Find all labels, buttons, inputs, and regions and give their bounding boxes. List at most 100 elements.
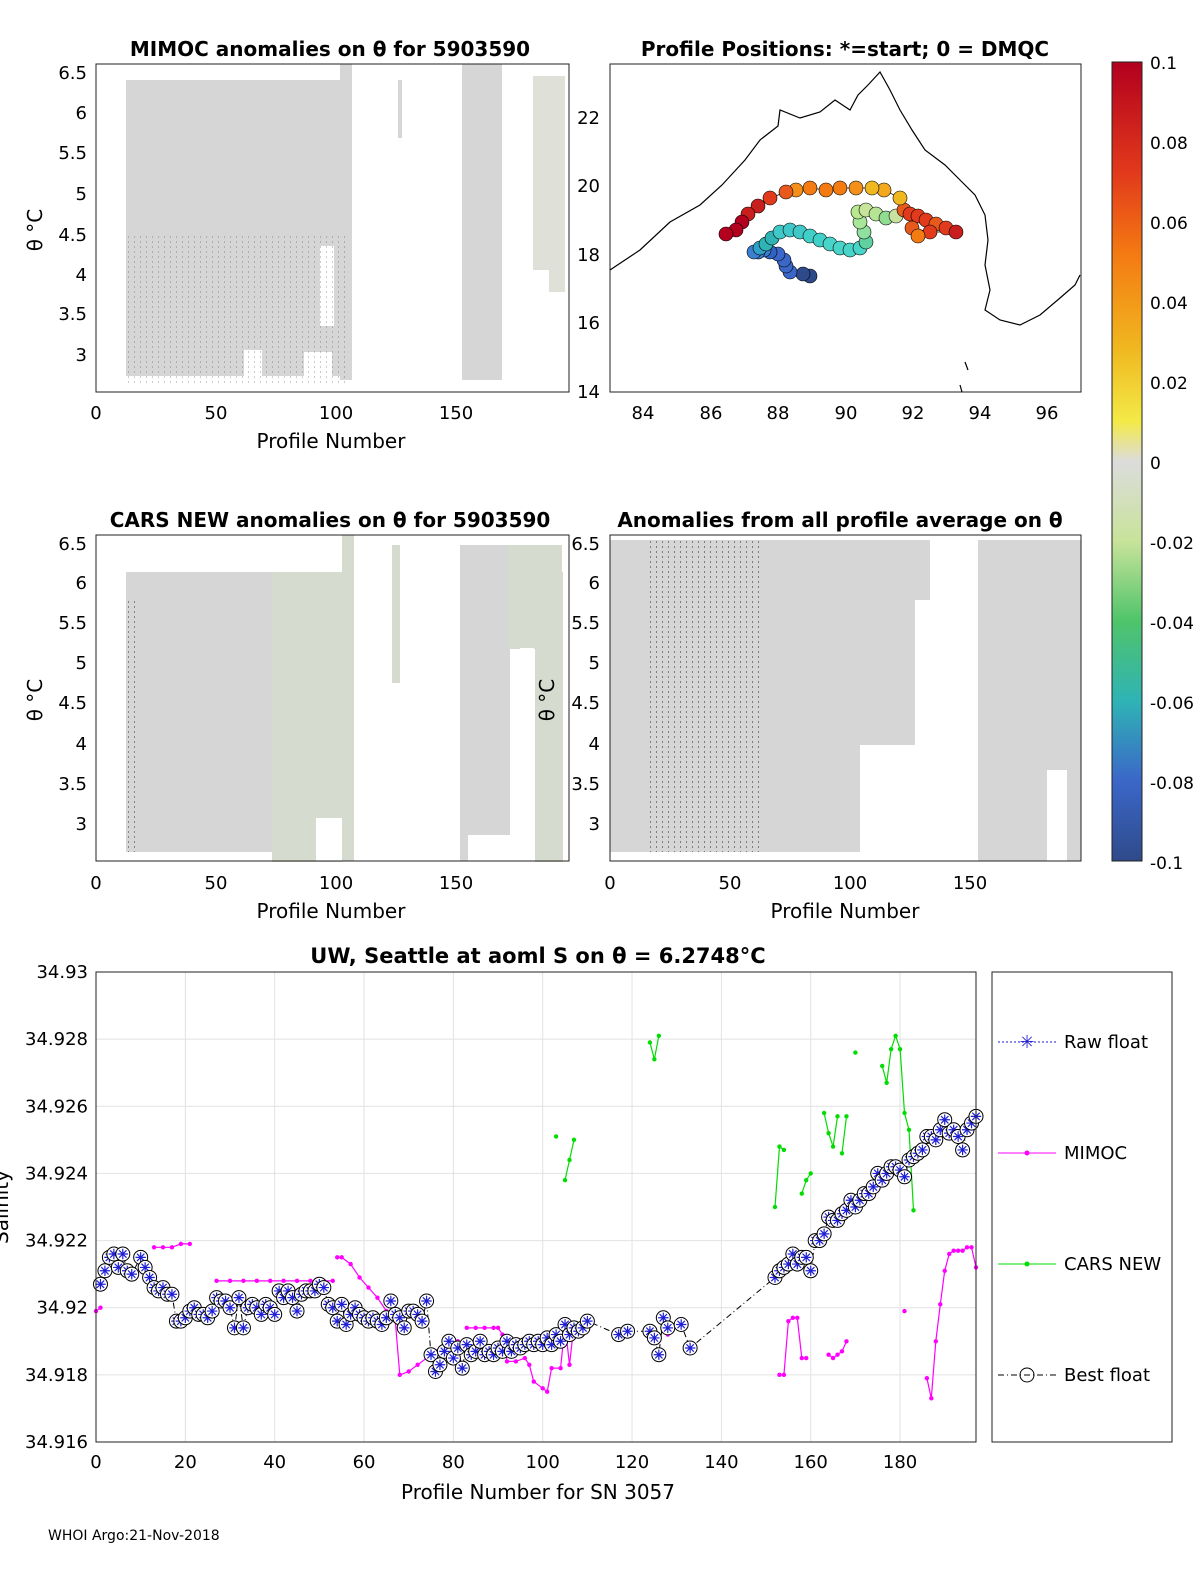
mimoc-point [964, 1245, 970, 1250]
mimoc-point [955, 1248, 961, 1253]
profile-position [876, 182, 892, 198]
salinity-title: UW, Seattle at aoml S on θ = 6.2748°C [310, 944, 765, 968]
raw-float-marker [644, 1326, 656, 1337]
legend-mimoc: MIMOC [998, 1143, 1127, 1164]
cars-panel: CARS NEW anomalies on θ for 5903590 6.5 … [23, 508, 570, 923]
mimoc-point [187, 1241, 193, 1247]
raw-float-marker [546, 1339, 557, 1350]
float-point [937, 1112, 953, 1128]
cars-point [567, 1157, 572, 1163]
raw-float-marker [452, 1342, 464, 1354]
y-tick-label: 34.916 [25, 1432, 88, 1453]
svg-text:0.1: 0.1 [1150, 54, 1177, 74]
float-point [222, 1300, 238, 1316]
cars-point [902, 1110, 907, 1116]
svg-text:100: 100 [319, 403, 353, 424]
mimoc-point [804, 1355, 809, 1361]
y-tick-label: 34.924 [25, 1163, 88, 1184]
mimoc-point [799, 1355, 804, 1361]
mimoc-point [151, 1245, 157, 1250]
legend-box [991, 971, 1173, 1443]
avg-panel: Anomalies from all profile average on θ … [535, 508, 1082, 923]
svg-text:5.5: 5.5 [58, 143, 87, 164]
avg-gaps [860, 540, 1067, 861]
raw-float-marker [792, 1258, 803, 1270]
cars-point [772, 1204, 778, 1210]
raw-float-marker [282, 1285, 294, 1297]
raw-float-marker [662, 1322, 673, 1334]
svg-text:0: 0 [1150, 454, 1161, 474]
raw-float-marker [394, 1312, 405, 1323]
raw-float-marker [327, 1302, 338, 1313]
raw-float-marker [474, 1336, 486, 1347]
cars-gaps [96, 535, 534, 861]
cars-point [835, 1114, 840, 1119]
svg-text:-0.04: -0.04 [1150, 614, 1194, 634]
mimoc-point [844, 1339, 849, 1344]
svg-text:0: 0 [604, 873, 615, 894]
float-point [115, 1246, 131, 1262]
positions-title: Profile Positions: *=start; 0 = DMQC [641, 37, 1049, 61]
svg-text:92: 92 [902, 403, 925, 424]
x-tick-label: 20 [174, 1452, 197, 1473]
mimoc-point [924, 1376, 930, 1381]
raw-float-marker [229, 1322, 240, 1334]
raw-float-marker [537, 1339, 548, 1350]
mimoc-title: MIMOC anomalies on θ for 5903590 [130, 37, 530, 61]
x-tick-label: 40 [263, 1452, 286, 1473]
raw-float-marker [488, 1349, 499, 1360]
cars-line [823, 1112, 839, 1147]
float-point [646, 1330, 662, 1346]
mimoc-point [178, 1241, 184, 1247]
colorbar: 0.1 0.08 0.06 0.04 0.02 0 -0.02 -0.04 -0… [1111, 54, 1194, 874]
svg-text:-0.06: -0.06 [1150, 694, 1194, 714]
raw-float-marker [416, 1315, 428, 1327]
raw-float-marker [108, 1248, 120, 1260]
raw-float-marker [497, 1346, 508, 1357]
raw-float-marker [582, 1315, 593, 1327]
raw-float-marker [287, 1292, 298, 1303]
float-point [897, 1169, 913, 1185]
svg-text:94: 94 [969, 403, 992, 424]
svg-text:4.5: 4.5 [58, 225, 87, 246]
raw-float-marker [961, 1124, 973, 1135]
mimoc-panel: MIMOC anomalies on θ for 5903590 6.5 6 5… [23, 37, 570, 453]
svg-text:150: 150 [439, 873, 473, 894]
svg-text:100: 100 [319, 873, 353, 894]
cars-line [841, 1116, 848, 1154]
raw-float-marker [783, 1258, 794, 1270]
raw-float-marker [850, 1201, 861, 1213]
mimoc-point [375, 1295, 380, 1300]
raw-float-marker [658, 1312, 669, 1323]
mimoc-point [531, 1379, 536, 1384]
raw-float-marker [622, 1326, 633, 1337]
x-tick-label: 0 [90, 1452, 101, 1473]
svg-text:90: 90 [835, 403, 858, 424]
mimoc-point [495, 1325, 501, 1331]
mimoc-frame [95, 63, 570, 393]
cars-point [821, 1110, 827, 1116]
svg-text:50: 50 [719, 873, 742, 894]
raw-float-marker [332, 1315, 343, 1327]
raw-float-marker [340, 1319, 352, 1330]
float-point [432, 1357, 448, 1373]
svg-text:50: 50 [205, 403, 228, 424]
svg-text:4: 4 [76, 265, 87, 286]
cars-point [799, 1191, 804, 1196]
coastline [609, 70, 1081, 393]
cars-ylabel: θ °C [23, 679, 47, 722]
avg-xticks: 0 50 100 150 [604, 873, 987, 894]
raw-float-marker [251, 1302, 263, 1313]
mimoc-point [786, 1318, 791, 1324]
svg-text:18: 18 [577, 245, 600, 266]
cars-xticks: 0 50 100 150 [90, 873, 473, 894]
profile-position [778, 184, 794, 200]
float-point [803, 1263, 819, 1279]
mimoc-contours [126, 236, 350, 386]
svg-text:-0.02: -0.02 [1150, 534, 1194, 554]
mimoc-point [781, 1372, 787, 1378]
svg-text:6.5: 6.5 [58, 63, 87, 84]
raw-float-marker [899, 1171, 910, 1182]
raw-float-marker [206, 1305, 218, 1317]
svg-text:100: 100 [833, 873, 867, 894]
